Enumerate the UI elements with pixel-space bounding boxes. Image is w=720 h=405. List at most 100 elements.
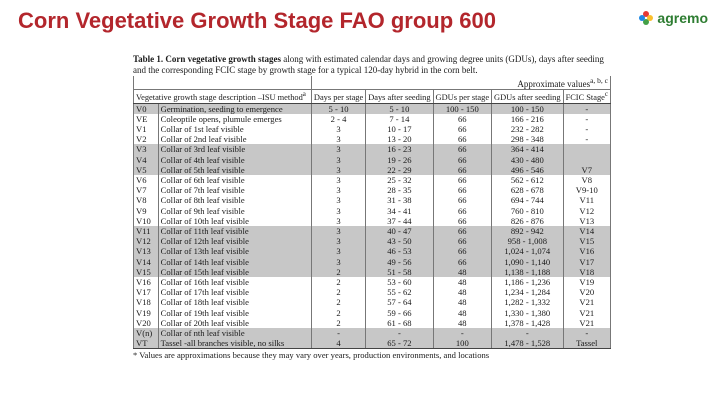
approx-header-row: Approximate valuesa, b, c <box>133 76 612 90</box>
col-days-after-seeding: Days after seeding <box>365 89 434 104</box>
stage-code-cell: V20 <box>133 317 159 328</box>
fcic-stage-cell: V21 <box>562 307 612 318</box>
gdus-per-stage-cell: 48 <box>432 276 493 288</box>
stage-code-cell: V14 <box>133 256 159 267</box>
gdus-per-stage-cell: 66 <box>432 144 493 155</box>
table-row: V(n) Collar of nth leaf visible - - - - - <box>133 327 612 339</box>
stage-code-cell: V4 <box>133 154 159 165</box>
gdus-per-stage-cell: 66 <box>432 164 493 175</box>
stage-code-cell: V7 <box>133 185 159 196</box>
table-caption: Table 1. Corn vegetative growth stages a… <box>133 54 613 75</box>
days-after-seeding-cell: 5 - 10 <box>365 103 434 114</box>
flower-icon <box>639 11 654 25</box>
gdus-per-stage-cell: 66 <box>432 154 493 165</box>
fcic-stage-cell: V14 <box>562 225 612 237</box>
days-after-seeding-cell: 40 - 47 <box>365 225 434 237</box>
fcic-stage-cell: V16 <box>562 246 612 257</box>
gdus-after-seeding-cell: 1,378 - 1,428 <box>491 317 564 328</box>
fcic-stage-cell: V19 <box>562 276 612 288</box>
table-row: V14 Collar of 14th leaf visible 3 49 - 56 66… <box>133 256 612 267</box>
fcic-stage-cell: V21 <box>562 317 612 328</box>
days-per-stage-cell: 3 <box>310 225 367 237</box>
stage-description-cell: Collar of 15th leaf visible <box>157 266 312 277</box>
days-per-stage-cell: 3 <box>310 185 367 196</box>
gdus-per-stage-cell: 66 <box>432 113 493 124</box>
table-row: VE Coleoptile opens, plumule emerges 2 - 4… <box>133 113 612 124</box>
table-row: VT Tassel -all branches visible, no silks… <box>133 338 612 350</box>
days-after-seeding-cell: 59 - 66 <box>365 307 434 318</box>
stage-description-cell: Collar of 7th leaf visible <box>157 185 312 196</box>
days-per-stage-cell: 5 - 10 <box>310 103 367 114</box>
days-per-stage-cell: 3 <box>310 256 367 267</box>
approx-values-label: Approximate valuesa, b, c <box>310 76 612 90</box>
fcic-stage-cell <box>562 154 612 165</box>
table-row: V18 Collar of 18th leaf visible 2 57 - 64 48… <box>133 297 612 308</box>
gdus-after-seeding-cell: 1,186 - 1,236 <box>491 276 564 288</box>
stage-code-cell: V15 <box>133 266 159 277</box>
days-after-seeding-cell: 51 - 58 <box>365 266 434 277</box>
stage-description-cell: Collar of 8th leaf visible <box>157 195 312 206</box>
days-after-seeding-cell: 19 - 26 <box>365 154 434 165</box>
fcic-stage-cell: - <box>562 113 612 124</box>
days-after-seeding-cell: - <box>365 327 434 339</box>
gdus-after-seeding-cell: 694 - 744 <box>491 195 564 206</box>
table-row: V0 Germination, seeding to emergence 5 - 1… <box>133 103 612 114</box>
gdus-after-seeding-cell: 232 - 282 <box>491 123 564 135</box>
fcic-stage-cell <box>562 144 612 155</box>
fcic-stage-cell: V9-10 <box>562 185 612 196</box>
gdus-after-seeding-cell: 1,138 - 1,188 <box>491 266 564 277</box>
gdus-per-stage-cell: 48 <box>432 287 493 298</box>
fcic-stage-cell: - <box>562 327 612 339</box>
stage-description-cell: Collar of 6th leaf visible <box>157 174 312 186</box>
days-per-stage-cell: 2 <box>310 276 367 288</box>
stage-description-cell: Collar of 2nd leaf visible <box>157 134 312 145</box>
days-per-stage-cell: 3 <box>310 174 367 186</box>
stage-code-cell: V19 <box>133 307 159 318</box>
stage-code-cell: V5 <box>133 164 159 175</box>
gdus-per-stage-cell: 48 <box>432 297 493 308</box>
fcic-stage-cell: V12 <box>562 205 612 216</box>
logo-text: agremo <box>657 10 708 26</box>
column-header-row: Vegetative growth stage description –ISU… <box>133 89 612 104</box>
stage-description-cell: Collar of 5th leaf visible <box>157 164 312 175</box>
fcic-stage-cell: - <box>562 103 612 114</box>
days-after-seeding-cell: 49 - 56 <box>365 256 434 267</box>
days-per-stage-cell: 3 <box>310 164 367 175</box>
gdus-per-stage-cell: 66 <box>432 174 493 186</box>
table-row: V12 Collar of 12th leaf visible 3 43 - 50 66… <box>133 236 612 247</box>
stage-description-cell: Collar of nth leaf visible <box>157 327 312 339</box>
table-row: V9 Collar of 9th leaf visible 3 34 - 41 66 76… <box>133 205 612 216</box>
days-per-stage-cell: 3 <box>310 205 367 216</box>
gdus-after-seeding-cell: 430 - 480 <box>491 154 564 165</box>
stage-description-cell: Coleoptile opens, plumule emerges <box>157 113 312 124</box>
gdus-after-seeding-cell: 1,330 - 1,380 <box>491 307 564 318</box>
stage-description-cell: Collar of 19th leaf visible <box>157 307 312 318</box>
stage-description-cell: Collar of 11th leaf visible <box>157 225 312 237</box>
gdus-per-stage-cell: 66 <box>432 256 493 267</box>
days-after-seeding-cell: 57 - 64 <box>365 297 434 308</box>
slide-title: Corn Vegetative Growth Stage FAO group 6… <box>18 8 496 33</box>
gdus-per-stage-cell: 66 <box>432 134 493 145</box>
table-row: V1 Collar of 1st leaf visible 3 10 - 17 66 23… <box>133 123 612 135</box>
stage-code-cell: V13 <box>133 246 159 257</box>
stage-description-cell: Collar of 10th leaf visible <box>157 215 312 226</box>
gdus-per-stage-cell: 48 <box>432 307 493 318</box>
gdus-after-seeding-cell: 760 - 810 <box>491 205 564 216</box>
stage-description-cell: Collar of 17th leaf visible <box>157 287 312 298</box>
gdus-after-seeding-cell: 298 - 348 <box>491 134 564 145</box>
stage-description-cell: Tassel -all branches visible, no silks <box>157 338 312 350</box>
col-fcic-stage: FCIC Stagec <box>562 89 612 104</box>
stage-description-cell: Collar of 1st leaf visible <box>157 123 312 135</box>
gdus-after-seeding-cell: 1,234 - 1,284 <box>491 287 564 298</box>
gdus-per-stage-cell: 66 <box>432 236 493 247</box>
fcic-stage-cell: V18 <box>562 266 612 277</box>
fcic-stage-cell: - <box>562 134 612 145</box>
days-per-stage-cell: 2 <box>310 287 367 298</box>
days-per-stage-cell: 3 <box>310 144 367 155</box>
table-row: V11 Collar of 11th leaf visible 3 40 - 47 66… <box>133 225 612 237</box>
days-per-stage-cell: 2 <box>310 266 367 277</box>
gdus-after-seeding-cell: - <box>491 327 564 339</box>
fcic-stage-cell: V13 <box>562 215 612 226</box>
days-after-seeding-cell: 16 - 23 <box>365 144 434 155</box>
fcic-stage-cell: V20 <box>562 287 612 298</box>
